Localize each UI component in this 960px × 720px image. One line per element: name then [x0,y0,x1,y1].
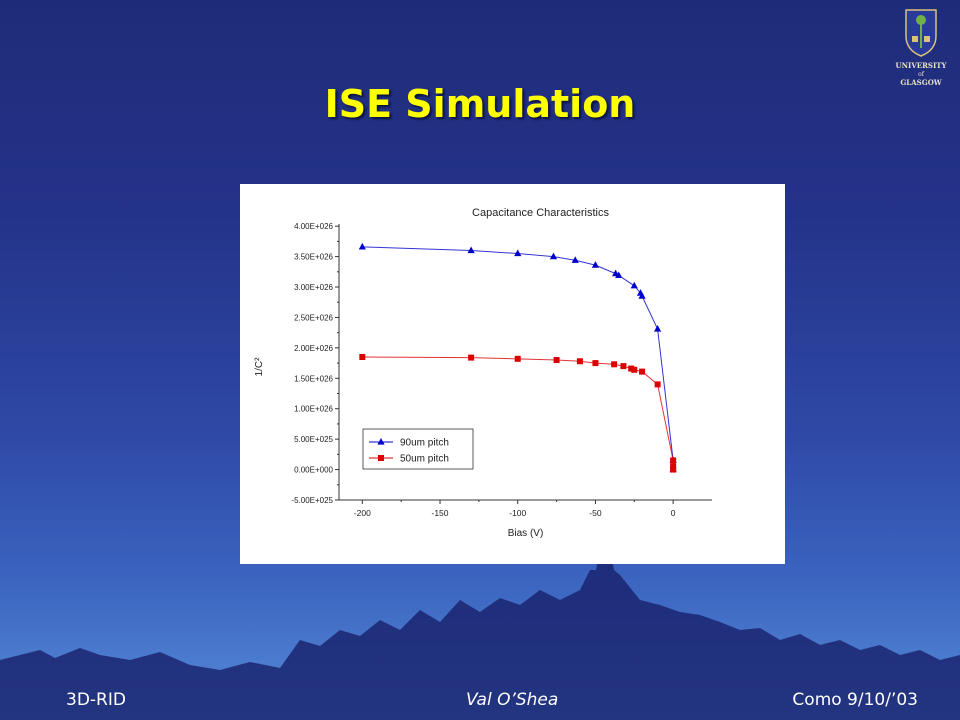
data-point-90um [358,242,366,250]
logo-text-line1: UNIVERSITY [896,61,948,70]
data-point-50um [670,463,677,470]
data-point-90um [630,281,638,289]
y-tick-label: 3.50E+026 [294,253,333,262]
data-point-50um [592,360,599,367]
data-point-90um [591,261,600,268]
data-point-50um [611,361,618,368]
data-point-50um [628,365,635,372]
footer-venue-date: Como 9/10/’03 [792,690,918,710]
y-axis-label: 1/C² [254,357,265,377]
y-tick-label: 2.00E+026 [294,344,333,353]
data-point-90um [467,246,475,254]
chart-panel: Capacitance Characteristics -5.00E+025 0.0… [240,184,785,564]
logo-text-line3: GLASGOW [900,78,941,87]
y-tick-label: 1.50E+026 [294,374,333,383]
data-point-50um [468,354,475,361]
y-tick-label: 4.00E+026 [294,222,333,231]
data-point-50um [670,466,677,473]
x-tick-label: -150 [432,508,449,518]
legend-label-1: 90um pitch [400,438,449,449]
y-tick-label: 2.50E+026 [294,313,333,322]
x-axis-label: Bias (V) [508,528,544,539]
capacitance-chart: Capacitance Characteristics -5.00E+025 0.0… [254,207,712,539]
legend-label-2: 50um pitch [400,454,449,465]
x-tick-label: 0 [671,508,676,518]
university-crest-icon: UNIVERSITY of GLASGOW [896,9,948,87]
data-point-50um [639,368,646,375]
data-point-90um [571,256,579,263]
legend-marker-50um [378,455,384,461]
x-tick-label: -200 [354,508,371,518]
data-point-50um [670,457,677,464]
data-point-90um [654,325,662,332]
logo-text-line2: of [918,71,925,78]
legend-marker-90um [377,438,385,445]
y-tick-label: 3.00E+026 [294,283,333,292]
chart-title: Capacitance Characteristics [472,207,609,219]
x-tick-label: -50 [589,508,602,518]
data-point-50um [576,358,583,365]
y-tick-label: 1.00E+026 [294,405,333,414]
data-point-50um [359,354,366,360]
data-point-90um [514,249,522,257]
data-point-50um [631,366,638,373]
data-point-50um [620,363,627,370]
slide-title: ISE Simulation [324,82,636,126]
data-point-50um [654,381,661,388]
y-tick-label: -5.00E+025 [291,496,333,505]
x-tick-label: -100 [509,508,526,518]
y-tick-label: 5.00E+025 [294,435,333,444]
data-point-50um [514,355,521,362]
data-point-90um [615,271,623,279]
data-point-90um [638,292,646,299]
data-point-50um [553,357,560,364]
y-tick-label: 0.00E+000 [294,466,333,475]
data-point-90um [549,252,558,260]
legend-box [362,428,474,470]
footer-author: Val O’Shea [466,690,559,710]
footer-project: 3D-RID [66,690,126,710]
